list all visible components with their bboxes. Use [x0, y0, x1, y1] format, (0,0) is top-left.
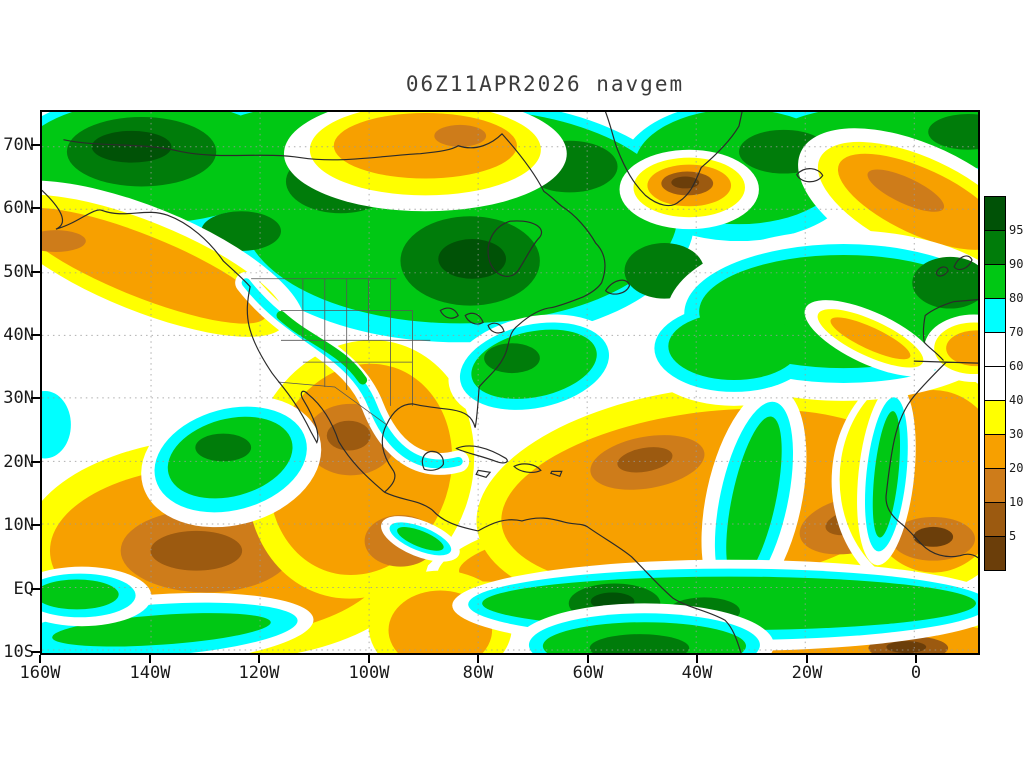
colorbar-level-label: 80: [1009, 291, 1024, 305]
rh-field: [42, 112, 978, 653]
lat-tick-label: 10N: [3, 515, 34, 535]
lon-tick-label: 60W: [572, 663, 604, 683]
lon-tick-label: 160W: [19, 663, 61, 683]
colorbar-level-label: 10: [1009, 495, 1024, 509]
colorbar-segment: [984, 366, 1006, 401]
colorbar-level-label: 60: [1009, 359, 1024, 373]
lat-tick-label: 20N: [3, 452, 34, 472]
lat-tick-mark: [31, 588, 40, 590]
lat-tick-mark: [31, 144, 40, 146]
coastlines: [42, 112, 978, 653]
colorbar-segment: [984, 196, 1006, 231]
colorbar-level-label: 5: [1009, 529, 1017, 543]
lon-tick-label: 100W: [348, 663, 390, 683]
lon-tick-mark: [587, 655, 589, 663]
lon-tick-mark: [368, 655, 370, 663]
colorbar-segment: [984, 400, 1006, 435]
lon-tick-label: 0: [910, 663, 922, 683]
lat-tick-label: 50N: [3, 262, 34, 282]
lat-tick-label: 30N: [3, 388, 34, 408]
lat-tick-mark: [31, 524, 40, 526]
lon-tick-mark: [806, 655, 808, 663]
colorbar-segment: [984, 536, 1006, 571]
lon-tick-mark: [149, 655, 151, 663]
title-init-model: 06Z11APR2026 navgem: [405, 72, 685, 96]
lat-tick-mark: [31, 271, 40, 273]
lat-tick-mark: [31, 334, 40, 336]
lat-tick-label: 70N: [3, 135, 34, 155]
lon-tick-label: 140W: [129, 663, 171, 683]
lat-tick-mark: [31, 651, 40, 653]
colorbar-segment: [984, 298, 1006, 333]
lat-tick-mark: [31, 397, 40, 399]
colorbar-level-label: 40: [1009, 393, 1024, 407]
lat-tick-label: 10S: [3, 642, 34, 662]
lat-tick-label: 60N: [3, 198, 34, 218]
colorbar-segment: [984, 434, 1006, 469]
colorbar: [984, 196, 1006, 571]
lon-tick-mark: [477, 655, 479, 663]
lon-tick-label: 120W: [238, 663, 280, 683]
lat-tick-mark: [31, 207, 40, 209]
state-borders: [251, 278, 431, 426]
colorbar-segment: [984, 502, 1006, 537]
lon-tick-label: 80W: [462, 663, 494, 683]
colorbar-level-label: 70: [1009, 325, 1024, 339]
lat-tick-label: EQ: [13, 579, 34, 599]
colorbar-level-label: 20: [1009, 461, 1024, 475]
lon-tick-mark: [39, 655, 41, 663]
lat-tick-mark: [31, 461, 40, 463]
colorbar-segment: [984, 230, 1006, 265]
colorbar-segment: [984, 468, 1006, 503]
colorbar-segment: [984, 264, 1006, 299]
map-frame: [40, 110, 980, 655]
colorbar-level-label: 30: [1009, 427, 1024, 441]
lon-tick-label: 40W: [681, 663, 713, 683]
lon-tick-label: 20W: [791, 663, 823, 683]
humidity-map: [42, 112, 978, 653]
lon-tick-mark: [915, 655, 917, 663]
lon-tick-mark: [696, 655, 698, 663]
lat-tick-label: 40N: [3, 325, 34, 345]
lon-tick-mark: [258, 655, 260, 663]
colorbar-segment: [984, 332, 1006, 367]
